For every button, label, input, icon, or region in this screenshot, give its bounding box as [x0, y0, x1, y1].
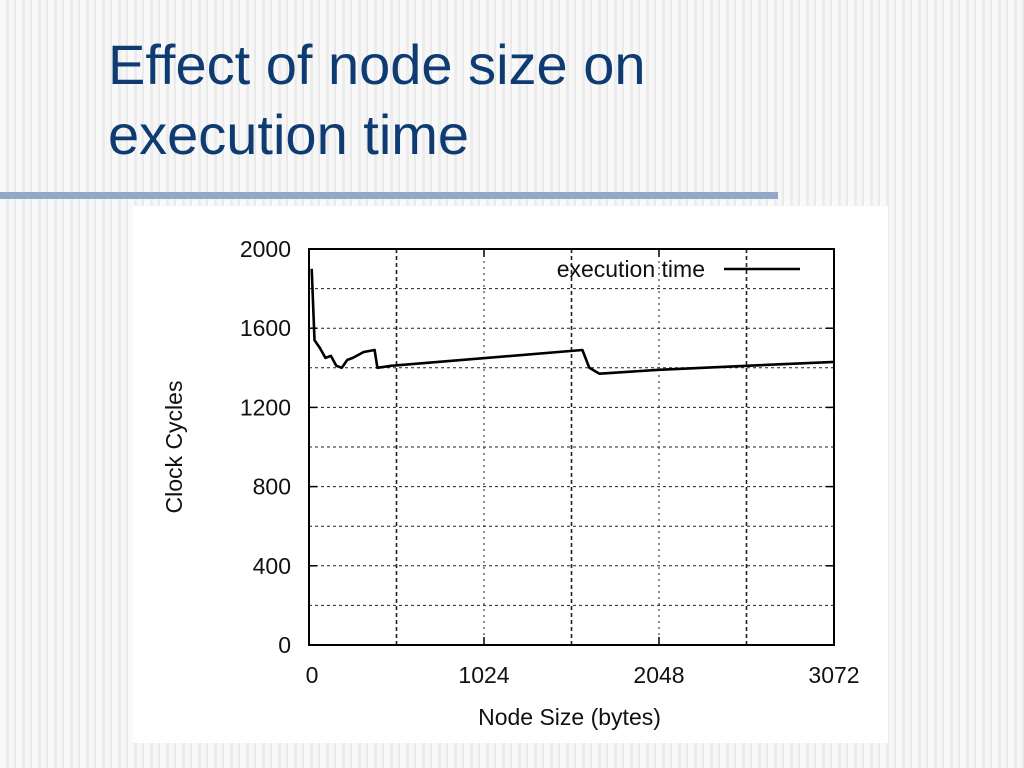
y-axis-label: Clock Cycles: [161, 381, 187, 514]
tick-label-layer: 0 400 800 1200 1600 2000 0 1024 2048 3072: [240, 236, 860, 688]
plot-frame: [308, 248, 835, 646]
x-tick-label: 2048: [633, 662, 684, 688]
chart-panel: 0 400 800 1200 1600 2000 0 1024 2048 3072 executi…: [133, 206, 888, 743]
y-tick-label: 2000: [240, 236, 291, 262]
slide-title-line-2: execution time: [108, 103, 470, 166]
execution-time-line-chart: 0 400 800 1200 1600 2000 0 1024 2048 3072 executi…: [161, 236, 860, 730]
y-tick-label: 0: [278, 632, 291, 658]
y-tick-label: 1200: [240, 394, 291, 420]
legend: execution time: [557, 256, 800, 282]
y-tick-label: 1600: [240, 315, 291, 341]
x-tick-label: 3072: [808, 662, 859, 688]
series-layer: [310, 268, 835, 375]
title-underline-rule: [0, 192, 778, 199]
slide-title: Effect of node size on execution time: [108, 30, 928, 170]
y-tick-label: 800: [253, 474, 291, 500]
series-line-execution-time: [310, 268, 835, 375]
y-tick-label: 400: [253, 553, 291, 579]
legend-label: execution time: [557, 256, 705, 282]
x-tick-label: 0: [306, 662, 319, 688]
x-tick-label: 1024: [458, 662, 509, 688]
slide-title-line-1: Effect of node size on: [108, 33, 646, 96]
x-axis-label: Node Size (bytes): [478, 704, 661, 730]
grid-layer: [309, 249, 834, 645]
